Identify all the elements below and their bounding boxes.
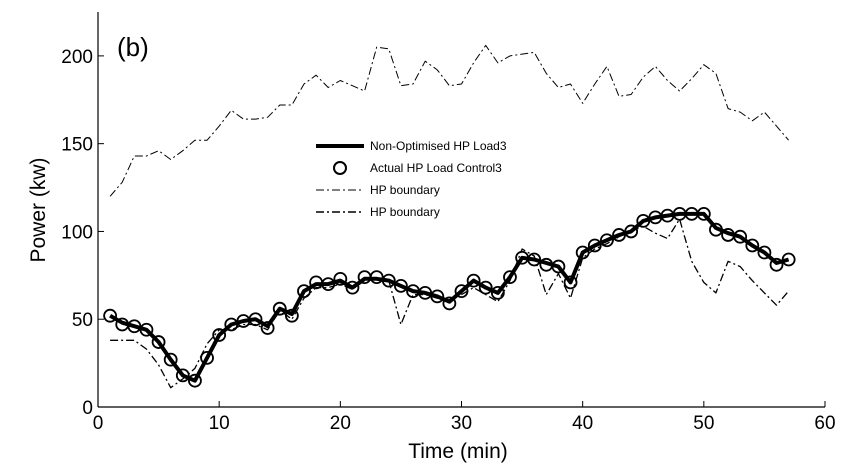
x-tick-label: 0 bbox=[93, 413, 104, 434]
legend: Non-Optimised HP Load3 Actual HP Load Co… bbox=[316, 139, 507, 219]
data-point-marker bbox=[297, 284, 311, 299]
x-tick-label: 40 bbox=[572, 413, 593, 434]
legend-swatch-actual-control bbox=[333, 161, 347, 175]
x-tick-label: 60 bbox=[814, 413, 835, 434]
legend-label-hp-boundary-2: HP boundary bbox=[370, 205, 440, 219]
legend-label-hp-boundary-1: HP boundary bbox=[370, 183, 440, 197]
data-point-marker bbox=[200, 350, 214, 365]
data-point-marker bbox=[442, 296, 457, 311]
series-hp-boundary-2 bbox=[109, 44, 789, 197]
data-point-marker bbox=[284, 308, 299, 323]
series-line bbox=[110, 218, 790, 389]
data-point-marker bbox=[224, 317, 239, 332]
data-point-marker bbox=[769, 257, 784, 272]
data-point-marker bbox=[757, 245, 772, 260]
data-point-marker bbox=[612, 228, 626, 242]
data-point-marker bbox=[369, 270, 384, 284]
data-point-marker bbox=[139, 322, 154, 337]
y-axis-label: Power (kw) bbox=[27, 157, 50, 262]
y-tick-label: 100 bbox=[61, 222, 93, 243]
data-point-marker bbox=[188, 373, 202, 388]
data-point-marker bbox=[575, 245, 590, 260]
data-point-marker bbox=[418, 285, 433, 300]
y-tick-label: 200 bbox=[61, 47, 93, 68]
x-tick-label: 30 bbox=[451, 413, 472, 434]
data-point-marker bbox=[527, 252, 542, 267]
series-hp-boundary-3 bbox=[110, 218, 790, 389]
data-point-marker bbox=[175, 368, 190, 383]
x-tick-label: 20 bbox=[330, 413, 351, 434]
legend-label-non-optimised: Non-Optimised HP Load3 bbox=[370, 139, 507, 153]
data-point-marker bbox=[321, 277, 336, 292]
data-point-marker bbox=[696, 206, 711, 221]
data-point-marker bbox=[563, 275, 578, 290]
data-point-marker bbox=[551, 259, 566, 274]
data-point-marker bbox=[587, 238, 602, 253]
data-point-marker bbox=[248, 312, 263, 327]
data-point-marker bbox=[151, 335, 166, 349]
data-point-marker bbox=[394, 278, 408, 293]
series-line bbox=[109, 44, 789, 197]
data-point-marker bbox=[260, 321, 275, 335]
data-point-marker bbox=[733, 229, 748, 244]
data-point-marker bbox=[333, 271, 348, 286]
data-point-marker bbox=[212, 328, 227, 342]
series-actual-hp-load-control3-1 bbox=[103, 206, 796, 388]
data-point-marker bbox=[745, 238, 760, 253]
y-tick-label: 150 bbox=[61, 135, 93, 156]
x-tick-label: 10 bbox=[209, 413, 230, 434]
y-axis-ticks: 0 50 100 150 200 bbox=[61, 47, 104, 419]
y-tick-label: 50 bbox=[72, 310, 93, 331]
y-tick-label: 0 bbox=[82, 398, 93, 419]
plot-area bbox=[97, 12, 825, 408]
data-point-marker bbox=[466, 273, 481, 288]
x-tick-label: 50 bbox=[693, 413, 714, 434]
legend-label-actual-control: Actual HP Load Control3 bbox=[370, 161, 502, 175]
data-point-marker bbox=[381, 273, 396, 288]
data-point-marker bbox=[345, 280, 360, 295]
x-axis-label: Time (min) bbox=[408, 440, 508, 463]
data-point-marker bbox=[127, 319, 142, 334]
panel-label: (b) bbox=[117, 32, 149, 62]
data-point-marker bbox=[103, 308, 118, 323]
data-point-marker bbox=[624, 224, 639, 239]
data-point-marker bbox=[709, 222, 723, 237]
data-point-marker bbox=[503, 270, 517, 284]
data-point-marker bbox=[163, 352, 178, 367]
data-point-marker bbox=[781, 252, 796, 267]
data-point-marker bbox=[478, 280, 493, 295]
x-axis-ticks: 0 10 20 30 40 50 60 bbox=[93, 401, 836, 434]
data-point-marker bbox=[490, 285, 505, 300]
data-point-marker bbox=[272, 301, 287, 316]
